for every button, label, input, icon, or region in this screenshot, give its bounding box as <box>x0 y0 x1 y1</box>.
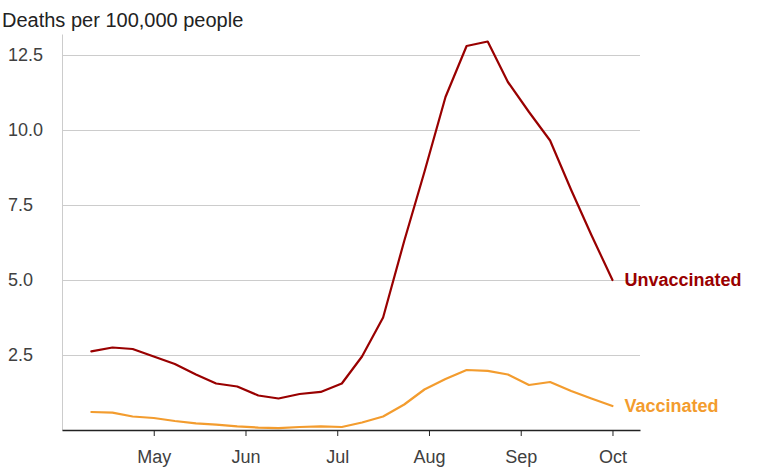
x-tick-label: Oct <box>599 447 627 467</box>
tick-mark <box>612 430 613 436</box>
x-tick-label: Sep <box>505 447 537 467</box>
x-tick-label: May <box>137 447 171 467</box>
y-tick-label: 7.5 <box>8 195 33 215</box>
grid-line <box>62 55 640 56</box>
grid-line <box>62 130 640 131</box>
x-tick: Jun <box>231 430 260 467</box>
tick-mark <box>337 430 338 436</box>
chart-svg: Deaths per 100,000 people 2.5 5.0 7.5 10.0 12… <box>0 0 780 470</box>
x-tick: Sep <box>505 430 537 467</box>
grid-line <box>62 280 640 281</box>
x-tick: May <box>137 430 171 467</box>
y-tick: 10.0 <box>8 120 640 140</box>
series-line <box>91 370 612 428</box>
series-line <box>91 42 612 399</box>
x-tick: Aug <box>413 430 445 467</box>
x-tick-label: Jun <box>231 447 260 467</box>
series-label: Vaccinated <box>624 396 718 416</box>
y-axis-line <box>62 35 63 431</box>
tick-mark <box>245 430 246 436</box>
tick-mark <box>429 430 430 436</box>
x-tick: Oct <box>599 430 627 467</box>
series-label: Unvaccinated <box>624 270 741 290</box>
y-tick-label: 10.0 <box>8 120 43 140</box>
chart-title: Deaths per 100,000 people <box>2 9 243 31</box>
grid-line <box>62 205 640 206</box>
y-tick: 12.5 <box>8 45 640 65</box>
x-tick-label: Jul <box>326 447 349 467</box>
x-tick: Jul <box>326 430 349 467</box>
y-tick-label: 2.5 <box>8 345 33 365</box>
chart-container: Deaths per 100,000 people 2.5 5.0 7.5 10.0 12… <box>0 0 780 470</box>
y-axis: 2.5 5.0 7.5 10.0 12.5 <box>8 35 640 431</box>
x-axis-line <box>63 430 641 432</box>
tick-mark <box>154 430 155 436</box>
tick-mark <box>521 430 522 436</box>
x-axis: May Jun Jul Aug Sep Oct <box>63 430 641 467</box>
x-tick-label: Aug <box>413 447 445 467</box>
y-tick: 5.0 <box>8 270 640 290</box>
y-tick: 7.5 <box>8 195 640 215</box>
y-tick-label: 12.5 <box>8 45 43 65</box>
plot-area <box>91 42 612 429</box>
y-tick-label: 5.0 <box>8 270 33 290</box>
